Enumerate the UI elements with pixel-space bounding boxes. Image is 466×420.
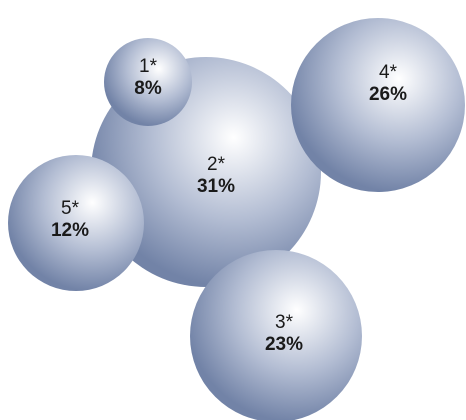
bubble-1: 1*8%	[104, 38, 192, 126]
bubble-1-label: 1*	[139, 56, 158, 77]
bubble-5: 5*12%	[8, 155, 144, 291]
bubble-5-circle	[8, 155, 144, 291]
bubble-5-label: 5*	[61, 198, 80, 219]
bubble-3-circle	[190, 250, 362, 420]
bubble-1-circle	[104, 38, 192, 126]
bubble-3-value: 23%	[265, 334, 303, 355]
bubble-4-label: 4*	[379, 62, 398, 83]
bubble-layer: 2*31% 1*8% 4*26% 5*12% 3*23%	[8, 18, 465, 420]
bubble-3-label: 3*	[275, 312, 294, 333]
bubble-5-value: 12%	[51, 220, 89, 241]
bubble-4-circle	[291, 18, 465, 192]
bubble-1-value: 8%	[134, 78, 162, 99]
bubble-3: 3*23%	[190, 250, 362, 420]
bubble-2-value: 31%	[197, 176, 235, 197]
bubble-4: 4*26%	[291, 18, 465, 192]
bubble-4-value: 26%	[369, 84, 407, 105]
bubble-2-label: 2*	[207, 154, 226, 175]
